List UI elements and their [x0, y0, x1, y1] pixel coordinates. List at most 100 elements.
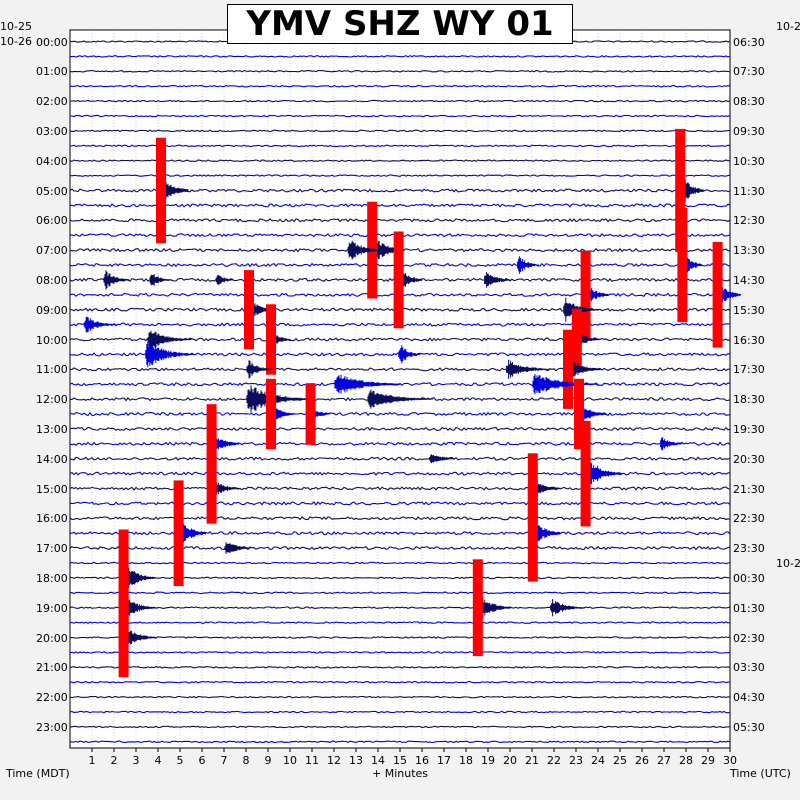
- event-waveform-16: [147, 330, 192, 349]
- trace-line-11: [69, 203, 731, 208]
- trace-line-46: [70, 725, 731, 729]
- x-tick-label: 16: [415, 754, 429, 767]
- trace-line-23: [69, 382, 731, 387]
- event-waveform-21: [246, 360, 273, 379]
- clipped-event-42: [472, 559, 483, 657]
- clipped-event-18: [571, 308, 582, 371]
- left-hour-label: 10:00: [36, 334, 68, 347]
- right-hour-label: 11:30: [733, 185, 765, 198]
- clipped-event-17: [266, 304, 276, 375]
- clipped-event-0: [156, 137, 166, 244]
- clipped-event-9: [393, 231, 404, 329]
- chart-title: YMV SHZ WY 01: [227, 4, 573, 44]
- x-tick-label: 30: [723, 754, 737, 767]
- clipped-event-29: [305, 383, 316, 445]
- x-tick-label: 28: [679, 754, 693, 767]
- plot-area: [69, 29, 731, 749]
- x-tick-label: 10: [283, 754, 297, 767]
- trace-line-40: [69, 636, 731, 639]
- left-hour-label: 20:00: [36, 632, 68, 645]
- left-hour-label: 05:00: [36, 185, 68, 198]
- right-hour-label: 13:30: [733, 244, 765, 257]
- x-tick-label: 18: [459, 754, 473, 767]
- trace-line-37: [69, 591, 731, 595]
- event-waveform-19: [145, 341, 194, 368]
- right-hour-label: 06:30: [733, 36, 765, 49]
- trace-line-22: [69, 367, 730, 372]
- clipped-event-11: [580, 250, 591, 339]
- right-hour-label: 07:30: [733, 65, 765, 78]
- right-hour-label: 12:30: [733, 214, 765, 227]
- x-tick-label: 21: [525, 754, 539, 767]
- trace-line-3: [69, 84, 731, 88]
- seismic-events: [83, 128, 742, 678]
- left-hour-label: 21:00: [36, 661, 68, 674]
- x-tick-label: 15: [393, 754, 407, 767]
- trace-line-9: [69, 174, 731, 177]
- x-tick-label: 13: [349, 754, 363, 767]
- left-hour-label: 12:00: [36, 393, 68, 406]
- x-tick-label: 26: [635, 754, 649, 767]
- event-waveform-43: [550, 599, 586, 617]
- right-hour-label: 04:30: [733, 691, 765, 704]
- x-tick-label: 20: [503, 754, 517, 767]
- x-tick-label: 7: [221, 754, 228, 767]
- right-date-label-start: 10-2: [776, 20, 800, 33]
- right-hour-label: 00:30: [733, 572, 765, 585]
- x-tick-label: 9: [265, 754, 272, 767]
- x-tick-label: 25: [613, 754, 627, 767]
- event-waveform-27: [367, 389, 434, 409]
- x-tick-label: 24: [591, 754, 605, 767]
- left-hour-label: 09:00: [36, 304, 68, 317]
- trace-line-28: [69, 456, 731, 461]
- left-hour-label: 13:00: [36, 423, 68, 436]
- clipped-event-44: [118, 597, 129, 678]
- right-hour-label: 22:30: [733, 512, 765, 525]
- right-hour-label: 19:30: [733, 423, 765, 436]
- left-hour-label: 18:00: [36, 572, 68, 585]
- clipped-event-38: [527, 484, 538, 582]
- right-hour-label: 02:30: [733, 632, 765, 645]
- trace-line-7: [69, 144, 731, 148]
- left-axis-label: Time (MDT): [6, 767, 70, 780]
- left-hour-label: 19:00: [36, 602, 68, 615]
- right-hour-label: 05:30: [733, 721, 765, 734]
- clipped-event-12: [712, 242, 723, 348]
- trace-line-38: [69, 606, 731, 610]
- trace-line-8: [69, 159, 731, 163]
- x-tick-label: 1: [89, 754, 96, 767]
- clipped-event-1: [675, 128, 686, 253]
- left-hour-label: 02:00: [36, 95, 68, 108]
- right-date-label-next: 10-2: [776, 557, 800, 570]
- clipped-event-37: [173, 480, 184, 586]
- left-hour-label: 01:00: [36, 65, 68, 78]
- clipped-event-13: [244, 270, 254, 350]
- event-waveform-32: [660, 437, 683, 451]
- left-hour-label: 03:00: [36, 125, 68, 138]
- event-waveform-8: [215, 274, 233, 285]
- trace-line-45: [69, 710, 730, 714]
- x-tick-label: 23: [569, 754, 583, 767]
- x-tick-label: 4: [155, 754, 162, 767]
- left-hour-label: 16:00: [36, 512, 68, 525]
- x-tick-label: 27: [657, 754, 671, 767]
- x-tick-label: 8: [243, 754, 250, 767]
- event-waveform-4: [517, 256, 540, 274]
- right-hour-label: 08:30: [733, 95, 765, 108]
- left-hour-label: 08:00: [36, 274, 68, 287]
- x-tick-label: 11: [305, 754, 319, 767]
- clipped-event-23: [563, 329, 573, 409]
- left-hour-label: 06:00: [36, 214, 68, 227]
- trace-line-27: [69, 441, 731, 446]
- right-hour-label: 01:30: [733, 602, 765, 615]
- right-hour-label: 21:30: [733, 483, 765, 496]
- trace-line-44: [69, 695, 730, 699]
- right-hour-label: 03:30: [733, 661, 765, 674]
- left-hour-label: 22:00: [36, 691, 68, 704]
- left-date-label-start: 10-25: [0, 20, 32, 33]
- right-hour-label: 18:30: [733, 393, 765, 406]
- left-hour-label: 00:00: [36, 36, 68, 49]
- event-waveform-7: [149, 274, 172, 286]
- left-date-label-next: 10-26: [0, 35, 32, 48]
